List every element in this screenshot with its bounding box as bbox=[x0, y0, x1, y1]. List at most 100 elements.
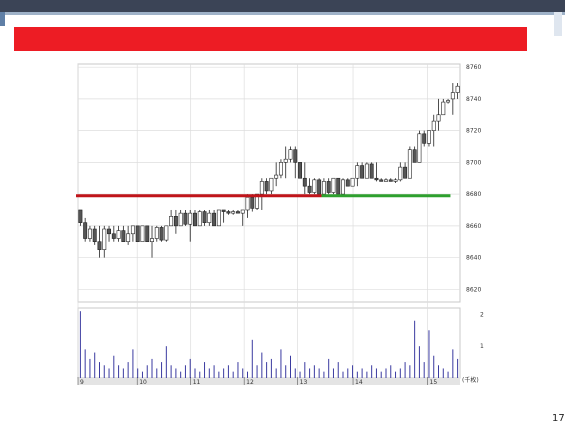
candle-body bbox=[264, 181, 269, 192]
volume-unit-label: (千枚) bbox=[462, 376, 479, 384]
candle-body bbox=[436, 114, 441, 122]
candle-body bbox=[350, 177, 355, 187]
candle-body bbox=[312, 179, 317, 193]
y-tick-label: 8700 bbox=[466, 159, 481, 166]
candle-body bbox=[154, 227, 159, 239]
top-frame-bar bbox=[0, 0, 565, 12]
candle-body bbox=[235, 211, 240, 214]
candle-body bbox=[202, 211, 207, 223]
x-tick-label: 14 bbox=[355, 379, 363, 386]
candle-body bbox=[216, 209, 221, 227]
candle-body bbox=[446, 100, 451, 103]
volume-tick-label: 1 bbox=[480, 343, 484, 350]
x-tick-label: 10 bbox=[139, 379, 147, 386]
candle-body bbox=[159, 227, 164, 241]
candle-body bbox=[245, 196, 250, 211]
candle-body bbox=[107, 228, 112, 235]
candle-body bbox=[403, 166, 408, 179]
candle-body bbox=[355, 165, 360, 179]
candle-body bbox=[412, 149, 417, 163]
candle-body bbox=[326, 181, 331, 193]
candle-body bbox=[317, 179, 322, 195]
top-frame-strip bbox=[0, 12, 565, 15]
candle-body bbox=[341, 179, 345, 195]
candle-body bbox=[364, 163, 369, 179]
candle-body bbox=[259, 181, 264, 195]
candle-body bbox=[283, 158, 288, 163]
candle-body bbox=[221, 209, 226, 212]
candle-body bbox=[83, 222, 88, 239]
candle-body bbox=[130, 225, 135, 235]
candle-body bbox=[212, 212, 217, 227]
candle-body bbox=[441, 101, 446, 116]
candle-body bbox=[87, 228, 92, 239]
y-tick-label: 8720 bbox=[466, 128, 481, 135]
candle-body bbox=[102, 228, 107, 250]
candle-body bbox=[121, 230, 126, 243]
candle-body bbox=[426, 130, 431, 144]
candle-body bbox=[173, 216, 178, 227]
x-tick-label: 12 bbox=[246, 379, 254, 386]
candle-body bbox=[455, 85, 460, 93]
candle-body bbox=[150, 238, 154, 243]
candle-body bbox=[393, 179, 398, 182]
candle-body bbox=[178, 212, 183, 227]
candle-body bbox=[321, 181, 326, 195]
candle-body bbox=[164, 225, 169, 241]
candle-body bbox=[450, 92, 455, 100]
candle-body bbox=[360, 165, 365, 179]
right-accent bbox=[554, 12, 562, 36]
candle-body bbox=[169, 216, 174, 227]
x-axis-band bbox=[78, 377, 460, 385]
y-tick-label: 8620 bbox=[466, 286, 481, 293]
candle-body bbox=[302, 177, 307, 187]
x-tick-label: 15 bbox=[430, 379, 438, 386]
price-panel bbox=[77, 63, 461, 303]
candle-body bbox=[111, 233, 116, 239]
candle-body bbox=[369, 163, 374, 179]
candle-body bbox=[384, 179, 388, 182]
candle-body bbox=[240, 209, 245, 214]
candle-body bbox=[431, 120, 436, 131]
x-tick-label: 11 bbox=[193, 379, 201, 386]
candle-body bbox=[293, 149, 298, 163]
candle-body bbox=[188, 212, 193, 225]
candle-body bbox=[398, 166, 403, 181]
candle-body bbox=[345, 179, 350, 187]
candle-body bbox=[231, 211, 236, 214]
candle-body bbox=[336, 177, 341, 195]
y-tick-label: 8660 bbox=[466, 223, 481, 230]
candle-body bbox=[145, 225, 150, 243]
y-tick-label: 8640 bbox=[466, 255, 481, 262]
candle-body bbox=[298, 162, 303, 179]
candle-body bbox=[331, 177, 336, 193]
page-number: 17 bbox=[552, 413, 565, 424]
candle-body bbox=[288, 149, 293, 160]
y-tick-label: 8760 bbox=[466, 64, 481, 71]
candle-body bbox=[140, 225, 145, 243]
candle-body bbox=[388, 179, 393, 182]
candle-body bbox=[250, 196, 255, 209]
candle-body bbox=[269, 177, 274, 192]
y-tick-label: 8680 bbox=[466, 191, 481, 198]
candle-body bbox=[193, 212, 197, 227]
candle-body bbox=[374, 177, 379, 181]
candle-body bbox=[207, 212, 212, 223]
candle-body bbox=[116, 230, 121, 239]
x-tick-label: 9 bbox=[80, 379, 84, 386]
candle-body bbox=[126, 233, 131, 243]
x-tick-label: 13 bbox=[300, 379, 308, 386]
candle-body bbox=[78, 209, 83, 223]
candle-body bbox=[183, 212, 188, 225]
candle-body bbox=[255, 193, 260, 209]
candle-body bbox=[226, 211, 231, 214]
candle-body bbox=[92, 228, 97, 243]
candle-body bbox=[407, 149, 412, 179]
volume-tick-label: 2 bbox=[480, 311, 484, 318]
candle-body bbox=[417, 133, 422, 163]
title-banner bbox=[14, 27, 527, 51]
y-tick-label: 8740 bbox=[466, 96, 481, 103]
candle-body bbox=[307, 185, 312, 193]
candle-body bbox=[422, 133, 427, 144]
